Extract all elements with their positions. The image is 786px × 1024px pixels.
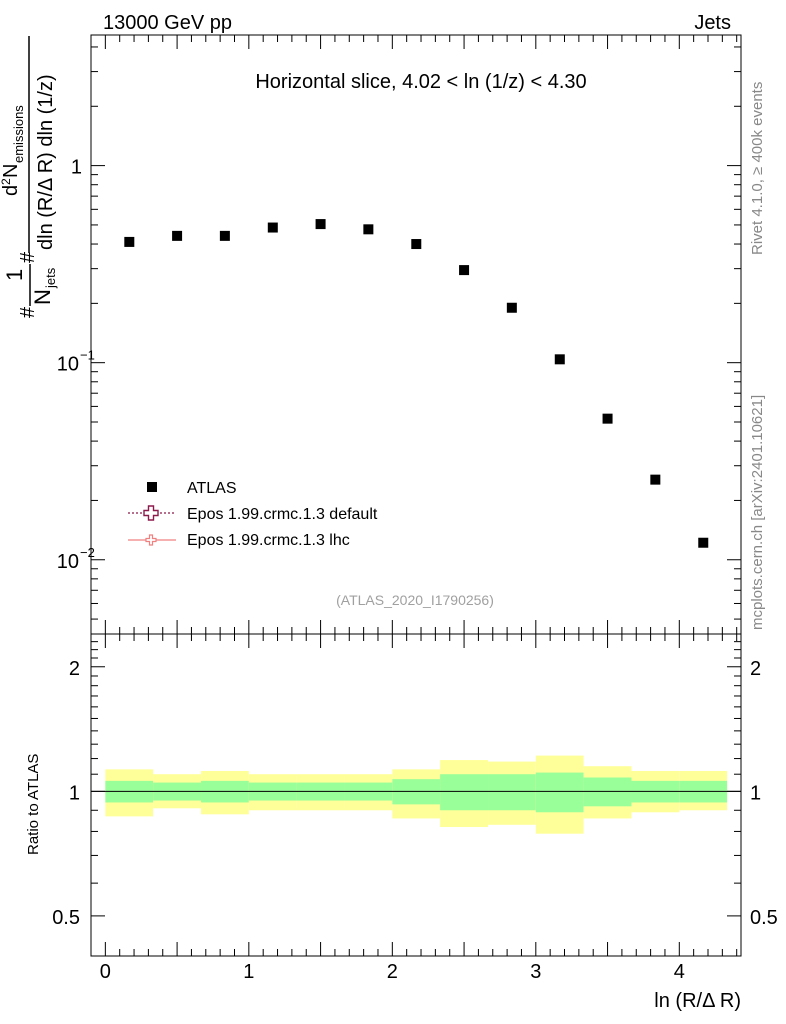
ylabel-d: d xyxy=(0,185,22,196)
legend-marker-atlas xyxy=(147,482,157,492)
ratio-y-tick-labels-right: 0.5 1 2 xyxy=(750,658,778,929)
ratio-inner-band xyxy=(583,777,632,807)
ylabel-frac-den-n: N xyxy=(30,289,55,305)
atlas-point xyxy=(459,265,470,276)
ratio-uncertainty-bands xyxy=(105,755,728,834)
x-tick-labels: 0 1 2 3 4 xyxy=(100,961,685,983)
atlas-point xyxy=(411,239,422,250)
atlas-point xyxy=(554,354,565,365)
atlas-point xyxy=(267,222,278,233)
atlas-point xyxy=(650,474,661,485)
ratio-inner-band xyxy=(440,774,489,811)
analysis-watermark: (ATLAS_2020_I1790256) xyxy=(336,592,494,608)
atlas-point xyxy=(698,537,709,548)
x-axis-label: ln (R/Δ R) xyxy=(654,990,741,1012)
main-y-tick-exponent: −2 xyxy=(80,545,95,560)
x-tick-label: 2 xyxy=(387,961,398,983)
atlas-point xyxy=(219,230,230,241)
legend-label-epos-lhc: Epos 1.99.crmc.1.3 lhc xyxy=(187,532,350,549)
ylabel-n-emissions: N xyxy=(0,164,22,178)
ratio-y-axis-label: Ratio to ATLAS xyxy=(25,754,42,855)
main-y-tick-label: 10 xyxy=(57,551,79,573)
rivet-version-label: Rivet 4.1.0, ≥ 400k events xyxy=(749,82,766,255)
atlas-point xyxy=(506,302,517,313)
ratio-y-tick-labels: 0.5 1 2 xyxy=(52,658,80,929)
legend-marker-epos-default xyxy=(143,505,159,521)
ylabel-d-sup: 2 xyxy=(0,178,13,185)
legend: ATLAS Epos 1.99.crmc.1.3 default Epos 1.… xyxy=(128,480,378,549)
legend-label-epos-default: Epos 1.99.crmc.1.3 default xyxy=(187,506,378,523)
ratio-y-tick-label-right: 0.5 xyxy=(750,907,778,929)
atlas-point xyxy=(124,236,135,247)
mcplots-label: mcplots.cern.ch [arXiv:2401.10621] xyxy=(749,395,766,630)
legend-label-atlas: ATLAS xyxy=(187,480,237,497)
ratio-y-tick-label-right: 1 xyxy=(750,782,761,804)
ratio-y-tick-label-right: 2 xyxy=(750,658,761,680)
x-tick-label: 0 xyxy=(100,961,111,983)
ylabel-hash-2: # xyxy=(17,251,39,263)
x-tick-label: 4 xyxy=(674,961,685,983)
ratio-y-tick-label: 1 xyxy=(69,782,80,804)
atlas-point xyxy=(315,219,326,230)
x-tick-label: 1 xyxy=(243,961,254,983)
main-y-tick-label: 1 xyxy=(71,157,82,179)
legend-marker-epos-lhc xyxy=(145,534,157,546)
ylabel-n-emissions-sub: emissions xyxy=(11,105,26,163)
main-y-axis-label: # # 1 N jets d 2 N emissions dln (R/Δ R)… xyxy=(0,36,58,318)
main-y-tick-exponent: −1 xyxy=(80,348,95,363)
ylabel-hash-1: # xyxy=(17,306,39,318)
ratio-panel: 0.5 1 2 0.5 1 2 0 1 2 3 4 Ratio to ATLAS ln (R/Δ… xyxy=(25,633,778,1012)
ratio-inner-band xyxy=(488,774,536,811)
ratio-axis-ticks xyxy=(91,633,741,957)
atlas-point xyxy=(363,224,374,235)
process-label: Jets xyxy=(694,12,731,34)
atlas-point xyxy=(172,230,183,241)
atlas-data-points xyxy=(124,219,709,548)
chart-title: Horizontal slice, 4.02 < ln (1/z) < 4.30 xyxy=(255,71,586,93)
collision-label: 13000 GeV pp xyxy=(103,12,232,34)
atlas-point xyxy=(602,413,613,424)
ratio-inner-band xyxy=(535,772,584,813)
main-axis-ticks xyxy=(91,35,741,634)
ylabel-frac-num: 1 xyxy=(2,269,27,281)
ylabel-frac-den-sub: jets xyxy=(43,267,58,289)
ratio-y-tick-label: 0.5 xyxy=(52,907,80,929)
ylabel-d-denominator: dln (R/Δ R) dln (1/z) xyxy=(35,74,57,250)
ratio-y-tick-label: 2 xyxy=(69,658,80,680)
ratio-frame xyxy=(90,633,742,957)
x-tick-label: 3 xyxy=(530,961,541,983)
main-panel: 110−110−2 Horizontal slice, 4.02 < ln (1… xyxy=(0,34,742,635)
main-y-tick-labels: 110−110−2 xyxy=(57,157,95,573)
main-y-tick-label: 10 xyxy=(57,354,79,376)
